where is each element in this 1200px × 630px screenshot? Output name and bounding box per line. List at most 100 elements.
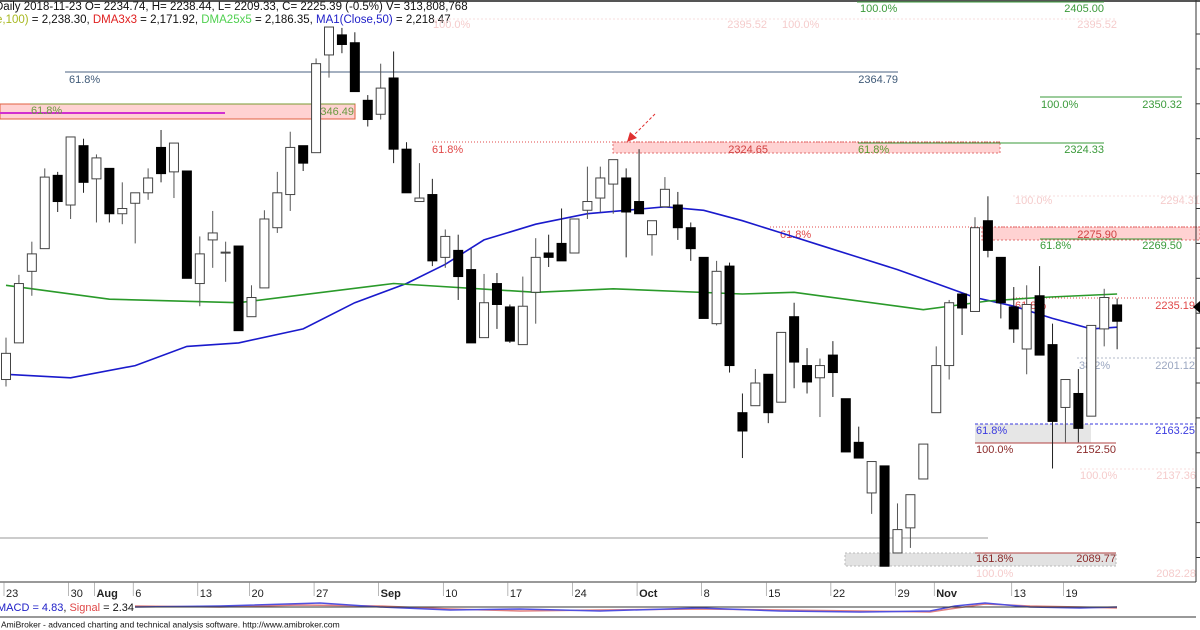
fib-zone[interactable] — [612, 141, 1001, 154]
top-border — [0, 0, 1200, 2]
candle-body — [737, 412, 748, 432]
candle — [931, 346, 942, 414]
candle — [1112, 298, 1123, 350]
candle — [143, 168, 154, 200]
candle-body — [39, 176, 50, 250]
candle — [479, 273, 490, 339]
date-tick-label: 19 — [1065, 588, 1077, 600]
candle — [414, 163, 425, 203]
candle-body — [763, 373, 774, 414]
price-axis-ticks — [1196, 33, 1200, 559]
candle-body — [659, 188, 670, 208]
candle — [453, 234, 464, 300]
candle-body — [595, 177, 606, 199]
date-tick-label: 22 — [833, 588, 845, 600]
fib-value: 2364.79 — [858, 74, 898, 86]
candle — [168, 142, 179, 199]
candle — [763, 373, 774, 424]
candle-body — [1008, 306, 1019, 330]
candle-body — [26, 253, 37, 272]
candle — [117, 182, 128, 225]
candle-body — [582, 201, 593, 211]
candle — [866, 461, 877, 514]
candle — [970, 217, 980, 312]
fib-value: 2235.19 — [1155, 300, 1195, 312]
candle — [259, 210, 270, 289]
fib-zone[interactable] — [844, 552, 1117, 567]
candle — [750, 369, 761, 407]
candle — [672, 191, 683, 240]
candle-body — [1021, 303, 1032, 350]
candle — [336, 27, 347, 54]
candle — [827, 341, 838, 397]
candle — [65, 136, 76, 219]
candle — [207, 210, 218, 268]
candle-body — [1, 352, 11, 381]
candle — [776, 331, 787, 403]
candle — [233, 245, 244, 332]
candle — [13, 274, 24, 344]
fib-pct: 100.0% — [976, 444, 1014, 456]
candle-body — [840, 398, 851, 453]
candle-body — [78, 145, 89, 183]
fib-pct: 100.0% — [433, 19, 471, 31]
candle — [349, 32, 360, 93]
fib-pct: 61.8% — [69, 74, 100, 86]
candle — [1060, 379, 1071, 443]
candle-body — [491, 283, 502, 305]
macd-label: MACD = 4.83 — [0, 602, 63, 614]
candle — [220, 241, 231, 282]
macd-sep: , — [63, 602, 69, 614]
candle-body — [324, 26, 334, 56]
candle — [685, 222, 696, 261]
candle-body — [931, 365, 942, 414]
candle-body — [621, 177, 632, 213]
fib-zone[interactable] — [975, 424, 1091, 443]
fib-value: 2324.33 — [1064, 144, 1104, 156]
candle — [130, 192, 141, 244]
date-tick-label: Aug — [96, 588, 117, 600]
candle — [246, 285, 257, 318]
candle — [582, 166, 593, 219]
candle-body — [181, 170, 192, 279]
fib-value: 2294.31 — [1160, 195, 1200, 207]
arrow-icon — [627, 132, 637, 142]
candle-body — [466, 269, 477, 344]
candle — [853, 426, 864, 459]
candle — [91, 154, 102, 223]
date-tick-label: 30 — [71, 588, 83, 600]
date-tick-label: 6 — [135, 588, 141, 600]
fib-value: 2350.32 — [1142, 99, 1182, 111]
fib-pct: 100.0% — [1015, 195, 1053, 207]
indicator-seg: DMA25x5 — [201, 14, 252, 26]
fib-pct: 100.0% — [976, 568, 1014, 580]
last-price-marker-icon — [1193, 301, 1200, 313]
candle — [362, 95, 373, 127]
candle-body — [685, 227, 696, 250]
candle — [892, 503, 903, 554]
candle — [621, 168, 632, 258]
candle — [491, 273, 502, 329]
candle — [879, 465, 890, 567]
candle-body — [156, 146, 167, 175]
date-tick-label: Nov — [936, 588, 958, 600]
header-indicators: e,100) = 2,238.30, DMA3x3 = 2,171.92, DM… — [0, 14, 451, 26]
fib-value: 2346.49 — [314, 106, 354, 118]
fib-value: 2152.50 — [1076, 444, 1116, 456]
fib-annotations[interactable]: 100.0% 2405.00 100.0% 2395.52 100.0% 239… — [0, 1, 1200, 580]
fib-value: 2089.77 — [1076, 553, 1116, 565]
candle-body — [427, 194, 438, 262]
date-tick-label: Oct — [639, 588, 658, 600]
arrow-line — [633, 113, 656, 136]
candle-body — [311, 63, 322, 154]
candle — [659, 177, 670, 208]
candle-body — [336, 34, 347, 45]
candle-body — [556, 242, 567, 262]
candle-body — [802, 365, 813, 383]
candle — [1, 337, 11, 387]
candle-body — [905, 494, 916, 529]
candle-body — [117, 208, 128, 215]
candle — [543, 234, 554, 267]
candle-body — [750, 382, 761, 407]
